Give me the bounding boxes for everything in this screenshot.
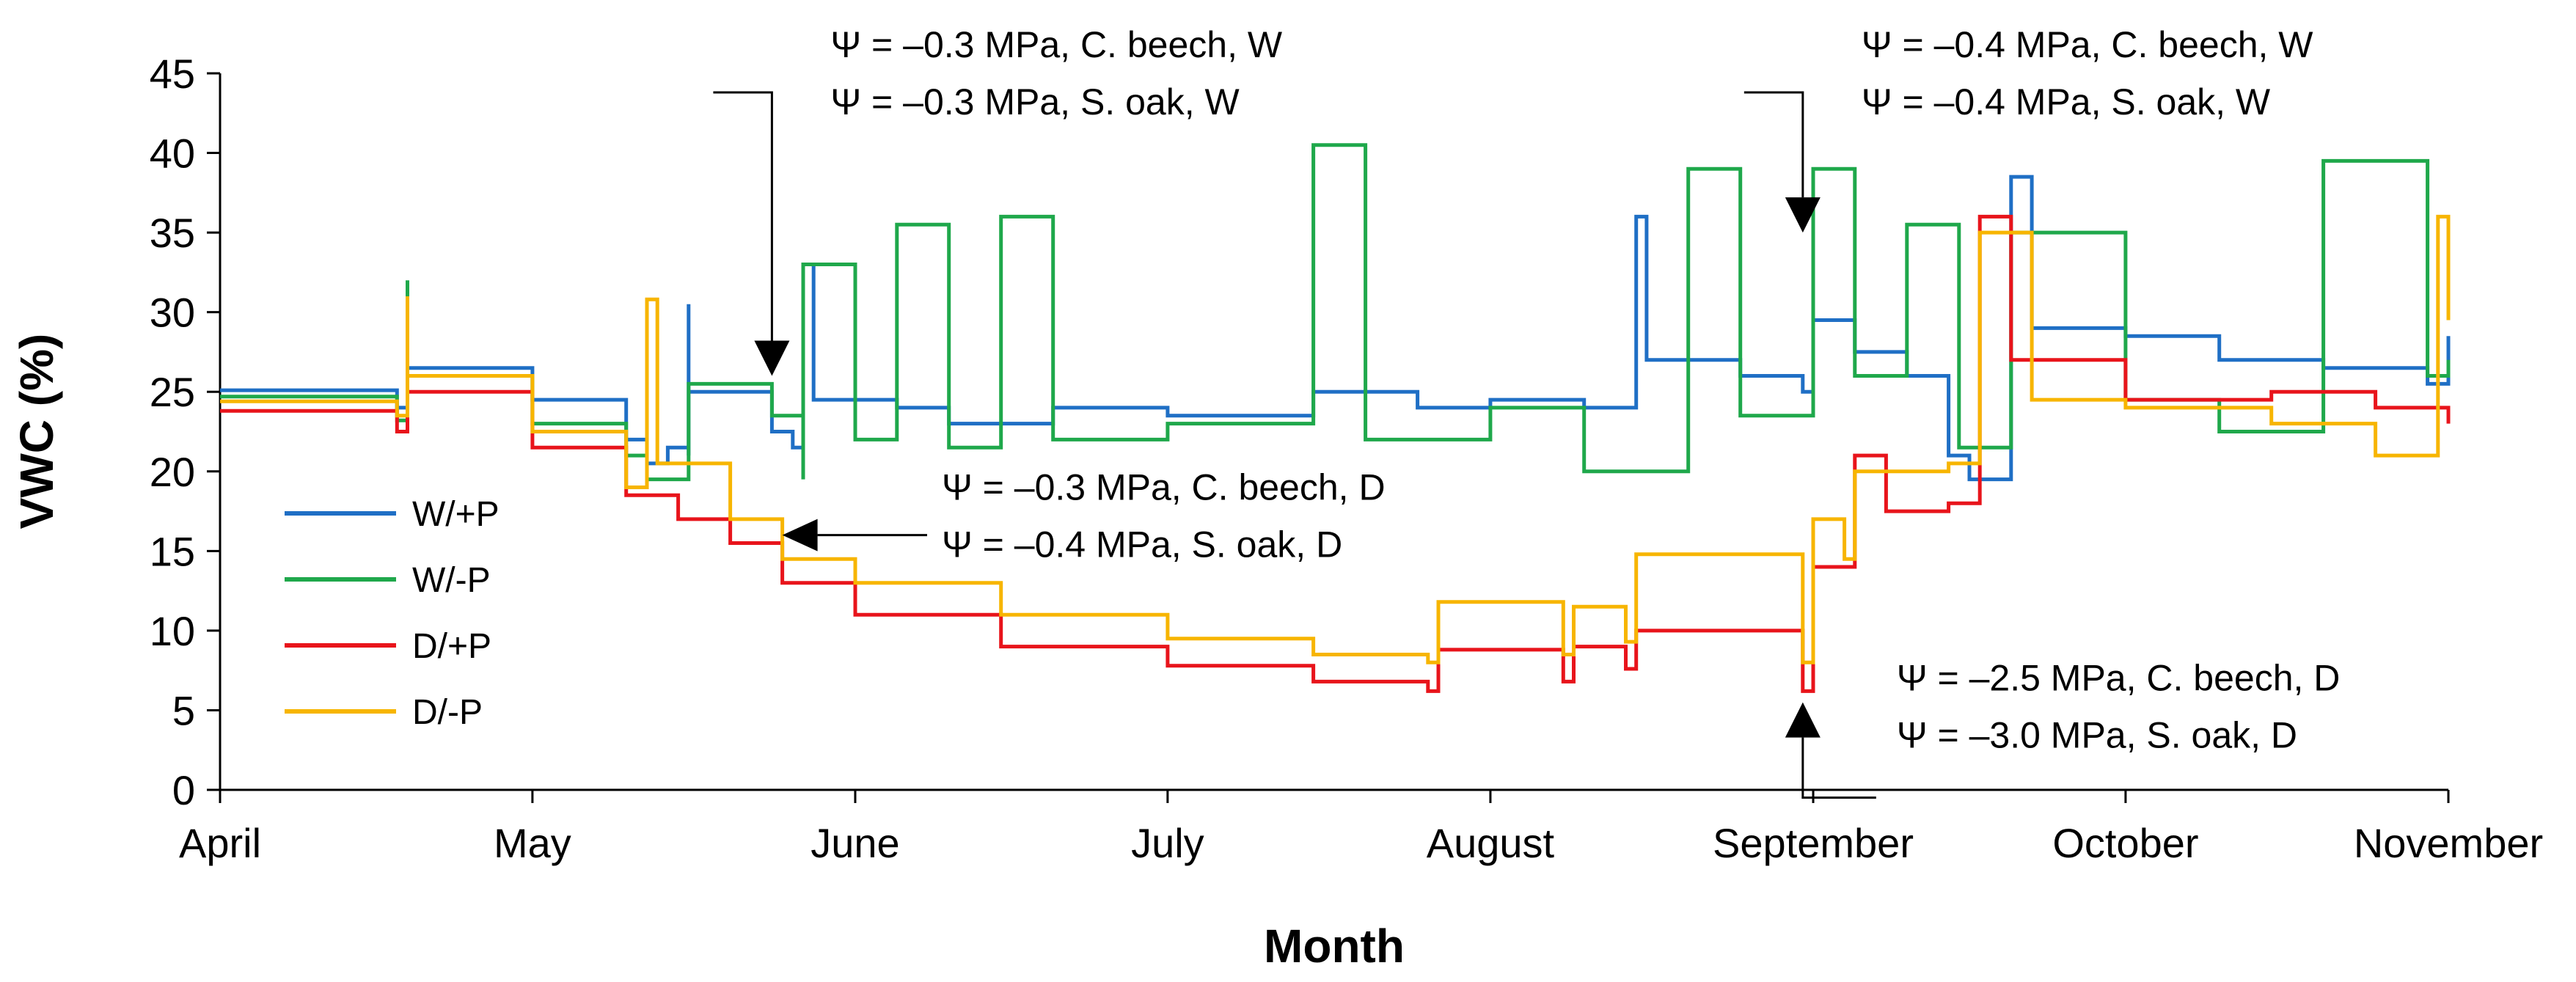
annotation-arrowhead (754, 340, 790, 376)
legend-item: W/-P (285, 561, 491, 600)
annotation-text: Ψ = –2.5 MPa, C. beech, D (1897, 658, 2341, 699)
annotation-arrowhead (1785, 702, 1821, 738)
annotation-text: Ψ = –3.0 MPa, S. oak, D (1897, 715, 2297, 756)
y-tick-label: 35 (150, 210, 195, 256)
x-axis-title: Month (1264, 920, 1405, 972)
y-tick-label: 25 (150, 369, 195, 415)
annotation-1: Ψ = –0.4 MPa, C. beech, W Ψ = –0.4 MPa, S… (1743, 24, 2313, 233)
y-tick-label: 20 (150, 449, 195, 495)
series-line-2 (220, 214, 2451, 693)
legend-label: D/+P (412, 627, 491, 666)
legend-item: D/-P (285, 693, 483, 732)
legend-item: D/+P (285, 627, 491, 666)
annotation-text: Ψ = –0.4 MPa, S. oak, D (942, 524, 1342, 565)
legend-label: W/-P (412, 561, 491, 600)
annotation-arrowhead (782, 519, 818, 552)
legend-label: W/+P (412, 495, 500, 534)
annotation-arrowhead (1785, 197, 1821, 233)
x-tick-label: June (811, 820, 899, 866)
x-tick-label: October (2052, 820, 2198, 866)
annotation-0: Ψ = –0.3 MPa, C. beech, W Ψ = –0.3 MPa, S… (713, 24, 1283, 376)
annotation-leader (1743, 91, 1804, 198)
x-tick-label: September (1713, 820, 1914, 866)
x-tick-label: April (179, 820, 261, 866)
y-tick-label: 10 (150, 608, 195, 654)
annotations: Ψ = –0.3 MPa, C. beech, W Ψ = –0.3 MPa, S… (713, 24, 2341, 799)
x-axis-ticks: April May June July August September October No… (179, 790, 2543, 866)
y-tick-label: 45 (150, 51, 195, 97)
annotation-3: Ψ = –2.5 MPa, C. beech, D Ψ = –3.0 MPa, S… (1785, 658, 2341, 799)
y-axis-ticks: 0 5 10 15 20 25 30 35 40 45 (150, 51, 220, 813)
y-tick-label: 15 (150, 528, 195, 574)
legend-label: D/-P (412, 693, 483, 732)
x-tick-label: July (1131, 820, 1204, 866)
x-tick-label: May (494, 820, 571, 866)
series-lines (220, 143, 2451, 693)
annotation-leader (1801, 737, 1876, 799)
annotation-text: Ψ = –0.4 MPa, C. beech, W (1862, 24, 2313, 65)
annotation-text: Ψ = –0.3 MPa, C. beech, W (830, 24, 1282, 65)
series-line-1 (220, 143, 2451, 482)
annotation-text: Ψ = –0.3 MPa, S. oak, W (830, 81, 1240, 122)
y-tick-label: 0 (172, 767, 195, 813)
x-tick-label: August (1427, 820, 1555, 866)
y-tick-label: 30 (150, 290, 195, 336)
series-line-3 (220, 214, 2451, 664)
series-line-0 (220, 175, 2451, 482)
plot-area: 0 5 10 15 20 25 30 35 40 45 April May June July Augus… (150, 24, 2543, 866)
y-tick-label: 40 (150, 131, 195, 177)
y-tick-label: 5 (172, 687, 195, 733)
x-tick-label: November (2354, 820, 2543, 866)
annotation-text: Ψ = –0.3 MPa, C. beech, D (942, 467, 1386, 508)
annotation-2: Ψ = –0.3 MPa, C. beech, D Ψ = –0.4 MPa, S… (782, 467, 1386, 565)
legend-item: W/+P (285, 495, 500, 534)
legend: W/+P W/-P D/+P D/-P (285, 495, 500, 732)
annotation-leader (713, 91, 773, 341)
y-axis-title: VWC (%) (10, 334, 63, 530)
annotation-text: Ψ = –0.4 MPa, S. oak, W (1862, 81, 2271, 122)
